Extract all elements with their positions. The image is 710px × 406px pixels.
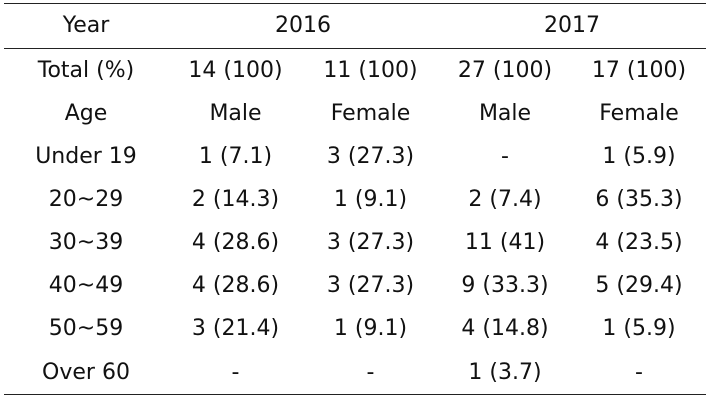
- gender-2017-female: Female: [599, 101, 679, 126]
- total-2017-male: 27 (100): [457, 58, 553, 83]
- table-cell: 1 (9.1): [333, 316, 408, 341]
- table-cell: 2 (14.3): [191, 187, 280, 212]
- table-cell: 1 (5.9): [602, 316, 676, 341]
- year-2016-header: 2016: [168, 3, 438, 49]
- table-row: 20~29 2 (14.3) 1 (9.1) 2 (7.4) 6 (35.3): [4, 178, 706, 221]
- table-cell: 1 (9.1): [333, 187, 408, 212]
- total-2016-female: 11 (100): [323, 58, 418, 83]
- table-cell: 4 (28.6): [191, 230, 280, 255]
- table-cell: -: [168, 350, 303, 395]
- year-2017-header: 2017: [438, 3, 706, 49]
- gender-2016-female: Female: [330, 101, 411, 126]
- table-row: 30~39 4 (28.6) 3 (27.3) 11 (41) 4 (23.5): [4, 221, 706, 264]
- table-row: 50~59 3 (21.4) 1 (9.1) 4 (14.8) 1 (5.9): [4, 307, 706, 350]
- total-2016-male: 14 (100): [188, 58, 283, 83]
- age-distribution-table: Year 2016 2017 Total (%) 14 (100) 11 (10…: [4, 3, 706, 395]
- table-cell: 1 (5.9): [602, 144, 676, 169]
- table-cell: -: [501, 144, 509, 169]
- table-cell: -: [572, 350, 706, 395]
- age-distribution-table-container: Year 2016 2017 Total (%) 14 (100) 11 (10…: [4, 3, 706, 395]
- row-label: 30~39: [48, 230, 124, 255]
- table-row: Over 60 - - 1 (3.7) -: [4, 350, 706, 395]
- table-row: 40~49 4 (28.6) 3 (27.3) 9 (33.3) 5 (29.4…: [4, 264, 706, 307]
- table-cell: 5 (29.4): [595, 273, 683, 298]
- row-label: 40~49: [48, 273, 124, 298]
- table-cell: 4 (28.6): [191, 273, 280, 298]
- gender-2017-male: Male: [478, 101, 532, 126]
- gender-2016-male: Male: [209, 101, 262, 126]
- table-cell: 3 (27.3): [326, 144, 415, 169]
- total-2017-female: 17 (100): [591, 58, 687, 83]
- row-label: Under 19: [35, 144, 137, 169]
- row-label: Over 60: [4, 350, 168, 395]
- table-cell: 1 (7.1): [198, 144, 273, 169]
- table-cell: 4 (14.8): [461, 316, 549, 341]
- total-label: Total (%): [37, 58, 135, 83]
- gender-header-row: Age Male Female Male Female: [4, 92, 706, 135]
- table-cell: 2 (7.4): [468, 187, 542, 212]
- table-cell: 9 (33.3): [461, 273, 549, 298]
- table-cell: 3 (21.4): [191, 316, 280, 341]
- table-cell: 3 (27.3): [326, 230, 415, 255]
- table-cell: -: [303, 350, 438, 395]
- year-header-row: Year 2016 2017: [4, 3, 706, 49]
- table-cell: 4 (23.5): [595, 230, 683, 255]
- row-label: 50~59: [48, 316, 124, 341]
- year-header-label: Year: [4, 3, 168, 49]
- table-row: Under 19 1 (7.1) 3 (27.3) - 1 (5.9): [4, 135, 706, 178]
- age-label: Age: [64, 101, 108, 126]
- table-cell: 1 (3.7): [438, 350, 572, 395]
- table-cell: 6 (35.3): [595, 187, 683, 212]
- table-cell: 3 (27.3): [326, 273, 415, 298]
- total-row: Total (%) 14 (100) 11 (100) 27 (100) 17 …: [4, 49, 706, 93]
- row-label: 20~29: [48, 187, 124, 212]
- table-cell: 11 (41): [464, 230, 546, 255]
